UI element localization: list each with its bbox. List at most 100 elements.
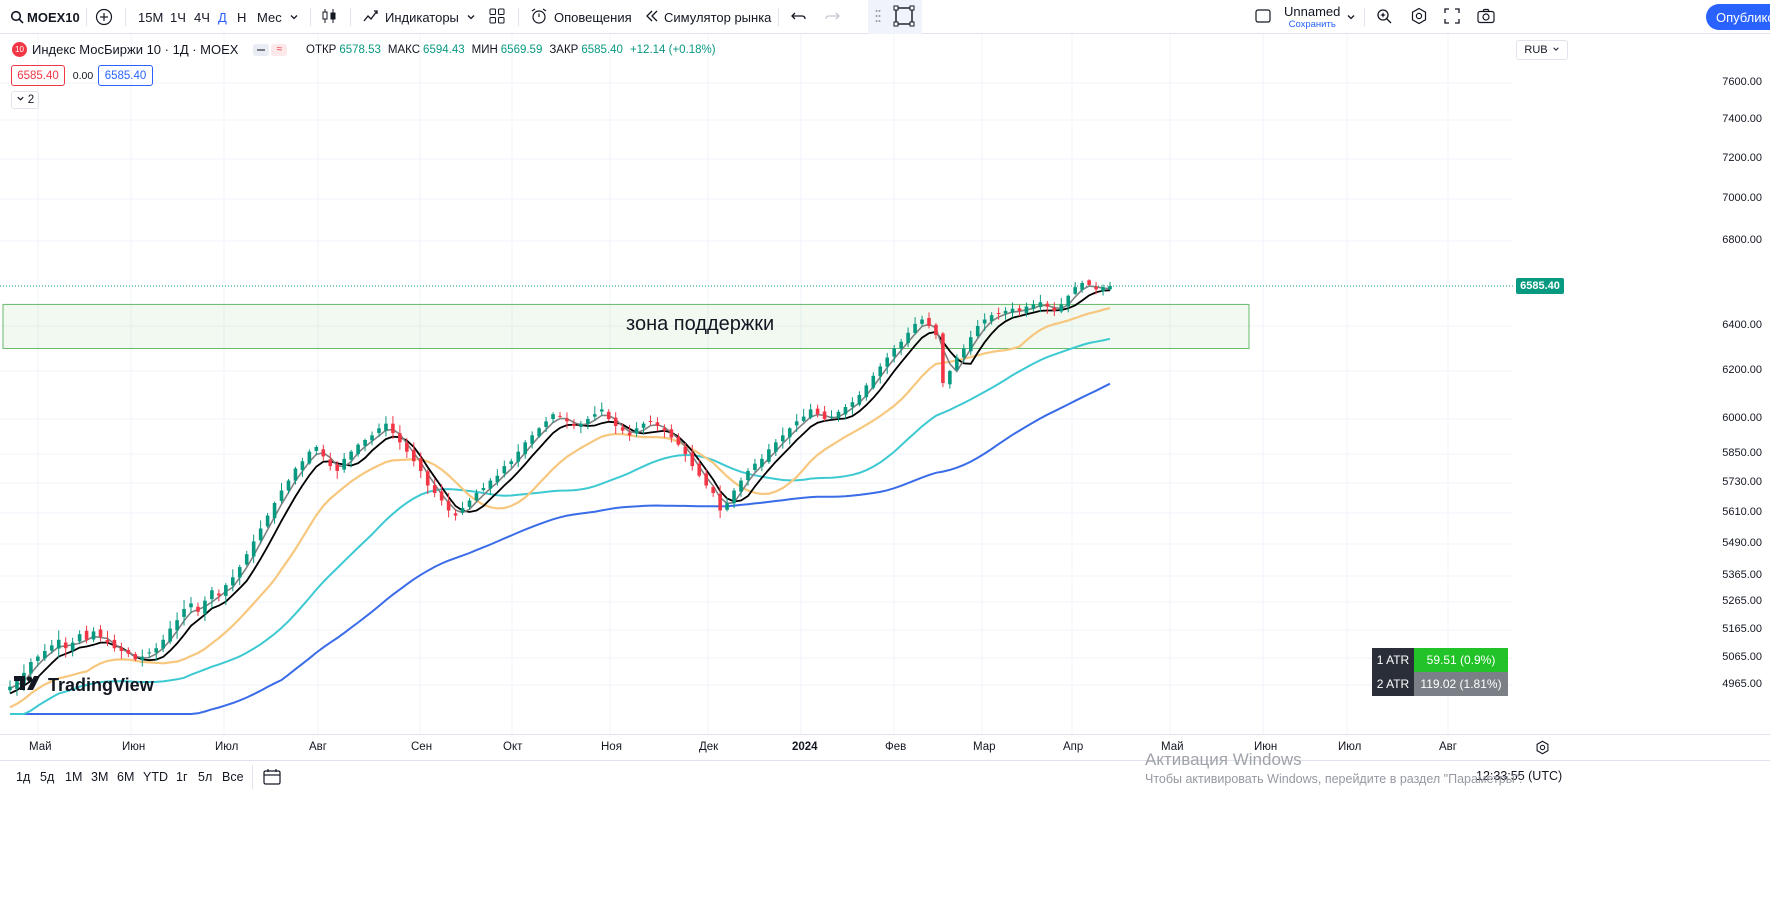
- candle-body: [620, 427, 625, 431]
- candle-body: [857, 395, 862, 405]
- interval-15m[interactable]: 15М: [138, 0, 163, 34]
- candle-body: [1010, 308, 1015, 313]
- candle-body: [913, 323, 917, 333]
- go-to-date-button[interactable]: [262, 768, 282, 791]
- interval-1w[interactable]: Н: [237, 0, 246, 34]
- candle-body: [871, 375, 876, 388]
- candle-body: [168, 628, 172, 642]
- candle-body: [843, 407, 848, 415]
- candle-body: [495, 475, 500, 483]
- time-label: Апр: [1063, 741, 1084, 753]
- chart-type-button[interactable]: [320, 0, 338, 34]
- quick-search-button[interactable]: [1375, 0, 1393, 34]
- ma-black-line: [9, 289, 1111, 695]
- layout-name-button[interactable]: Unnamed Сохранить: [1284, 0, 1340, 34]
- interval-dropdown[interactable]: [289, 0, 299, 34]
- currency-select[interactable]: RUB: [1516, 40, 1568, 60]
- drawing-toolbar-toggle[interactable]: [868, 0, 922, 34]
- candle-body: [154, 648, 159, 653]
- range-button[interactable]: 3М: [91, 770, 109, 784]
- range-button[interactable]: YTD: [143, 770, 168, 784]
- redo-button[interactable]: [823, 0, 841, 34]
- candle-body: [265, 515, 270, 527]
- candle-body: [989, 315, 994, 321]
- time-label: Авг: [309, 741, 327, 753]
- replay-button[interactable]: Симулятор рынка: [644, 0, 771, 34]
- settings-button[interactable]: [1410, 0, 1428, 34]
- candle-body: [1080, 282, 1084, 290]
- buy-price[interactable]: 6585.40: [98, 65, 153, 86]
- atr-value: 59.51 (0.9%): [1414, 648, 1508, 672]
- candle-body: [63, 642, 68, 649]
- candle-body: [732, 490, 736, 504]
- ma-orange-line: [9, 307, 1111, 709]
- symbol-legend[interactable]: 10 Индекс МосБиржи 10 · 1Д · MOEX ≈: [12, 42, 288, 57]
- templates-button[interactable]: [488, 0, 506, 34]
- candle-body: [1073, 287, 1077, 294]
- candle-body: [91, 631, 96, 640]
- price-axis[interactable]: RUB 7600.00 7400.00 7200.00 7000.00 6800.00 6…: [1513, 34, 1770, 734]
- undo-button[interactable]: [790, 0, 808, 34]
- candle-body: [43, 651, 47, 659]
- indicators-collapse-button[interactable]: 2: [11, 91, 39, 109]
- interval-4h[interactable]: 4Ч: [194, 0, 210, 34]
- tv-logo-icon: [14, 675, 44, 696]
- chevron-down-icon: [1552, 44, 1560, 56]
- candle-body: [411, 449, 416, 462]
- ohlc-values: ОТКР 6578.53 МАКС 6594.43 МИН 6569.59 ЗАКР 6…: [306, 44, 720, 56]
- price-tick: 6800.00: [1722, 234, 1762, 246]
- time-label: Май: [1161, 741, 1184, 753]
- candle-body: [321, 449, 326, 457]
- price-tick: 5850.00: [1722, 447, 1762, 459]
- candle-body: [77, 634, 82, 642]
- compare-button[interactable]: [95, 0, 113, 34]
- candle-body: [892, 348, 896, 357]
- candle-body: [363, 440, 367, 446]
- range-button[interactable]: 6М: [117, 770, 135, 784]
- range-button[interactable]: 5л: [198, 770, 213, 784]
- range-button[interactable]: Все: [222, 770, 244, 784]
- candle-body: [29, 662, 33, 674]
- layout-checkbox[interactable]: [1254, 0, 1272, 34]
- sell-price[interactable]: 6585.40: [11, 65, 65, 86]
- high-value: 6594.43: [423, 44, 465, 56]
- change-value: +12.14 (+0.18%): [629, 44, 716, 56]
- support-zone[interactable]: [2, 303, 1250, 349]
- layout-save-status: Сохранить: [1288, 18, 1336, 30]
- axis-settings-button[interactable]: [1535, 740, 1550, 760]
- ma-blue-line: [10, 382, 1111, 715]
- time-label: Июн: [122, 741, 146, 753]
- range-button[interactable]: 1г: [176, 770, 188, 784]
- candle-body: [15, 680, 19, 689]
- low-label: МИН: [471, 44, 498, 56]
- high-label: МАКС: [387, 44, 421, 56]
- publish-button[interactable]: Опублико: [1706, 4, 1770, 30]
- candle-body: [70, 642, 75, 651]
- alerts-button[interactable]: Оповещения: [530, 0, 632, 34]
- range-button[interactable]: 1М: [65, 770, 83, 784]
- fullscreen-button[interactable]: [1443, 0, 1461, 34]
- chevron-down-icon: [1346, 10, 1356, 25]
- layout-dropdown[interactable]: [1346, 0, 1356, 34]
- range-button[interactable]: 5д: [40, 770, 55, 784]
- interval-1m[interactable]: Мес: [257, 0, 282, 34]
- candle-body: [481, 488, 486, 491]
- screenshot-button[interactable]: [1476, 0, 1496, 34]
- candle-body: [1052, 307, 1057, 311]
- interval-1d[interactable]: Д: [218, 0, 227, 34]
- candle-body: [425, 471, 430, 486]
- candle-body: [815, 408, 820, 415]
- tradingview-logo[interactable]: TradingView: [14, 675, 154, 696]
- range-button[interactable]: 1д: [16, 770, 31, 784]
- candle-body: [230, 577, 235, 586]
- indicators-dropdown[interactable]: [466, 0, 476, 34]
- indicators-button[interactable]: Индикаторы: [362, 0, 459, 34]
- interval-1h[interactable]: 1Ч: [170, 0, 186, 34]
- price-chart[interactable]: [0, 34, 1513, 734]
- symbol-search[interactable]: MOEX10: [10, 0, 80, 34]
- candle-body: [753, 463, 757, 470]
- candle-body: [293, 468, 298, 481]
- time-axis[interactable]: Май Июн Июл Авг Сен Окт Ноя Дек 2024 Фев Мар Апр Май…: [0, 734, 1770, 760]
- clock-timezone[interactable]: 12:33:55 (UTC): [1476, 769, 1563, 783]
- candle-body: [655, 422, 660, 426]
